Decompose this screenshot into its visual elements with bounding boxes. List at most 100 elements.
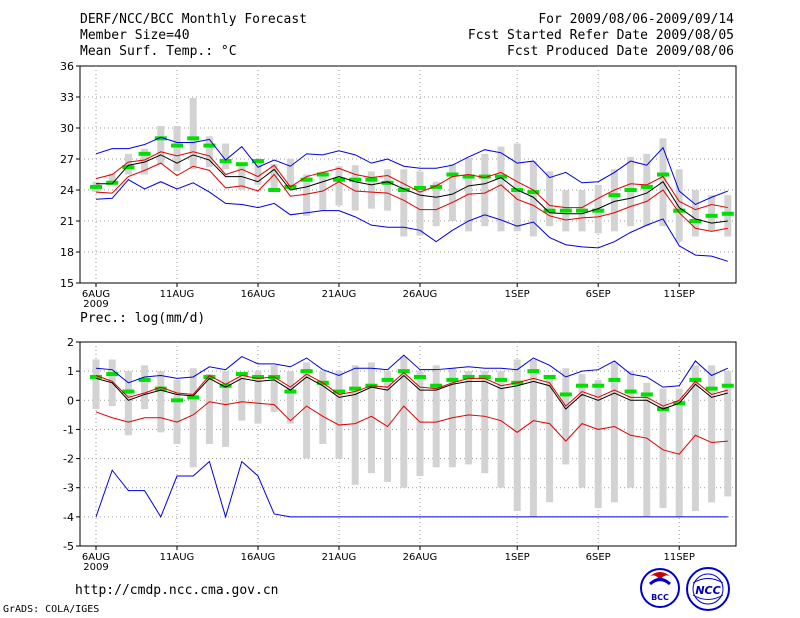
mean-marker bbox=[527, 369, 540, 374]
mean-marker bbox=[381, 180, 394, 185]
x-tick-label: 11SEP bbox=[663, 552, 694, 563]
y-tick-label: 1 bbox=[67, 365, 74, 378]
ensemble-box bbox=[92, 359, 100, 410]
x-tick-label: 21AUG bbox=[322, 289, 357, 300]
ensemble-box bbox=[303, 174, 311, 216]
mean-marker bbox=[559, 208, 572, 213]
mean-marker bbox=[365, 177, 378, 182]
y-tick-label: -2 bbox=[63, 453, 74, 466]
mean-marker bbox=[235, 162, 248, 167]
y-tick-label: 18 bbox=[60, 246, 74, 259]
ensemble-box bbox=[108, 173, 116, 185]
mean-marker bbox=[430, 383, 443, 388]
x-tick-label: 6SEP bbox=[586, 552, 611, 563]
mean-marker bbox=[106, 180, 119, 185]
mean-marker bbox=[397, 369, 410, 374]
mean-marker bbox=[527, 190, 540, 195]
ensemble-box bbox=[610, 362, 618, 503]
y-tick-label: 30 bbox=[60, 122, 74, 135]
mean-marker bbox=[657, 172, 669, 177]
ensemble-box bbox=[724, 371, 732, 497]
mean-marker bbox=[268, 188, 281, 192]
ensemble-box bbox=[675, 388, 683, 517]
x-tick-label: 26AUG bbox=[403, 552, 438, 563]
upper-outer-line bbox=[95, 136, 728, 206]
mean-marker bbox=[414, 374, 426, 379]
mean-marker bbox=[689, 377, 702, 382]
ensemble-box bbox=[205, 136, 213, 168]
ensemble-box bbox=[319, 371, 327, 444]
mean-marker bbox=[300, 177, 313, 182]
ensemble-box bbox=[724, 195, 732, 237]
lower-inner-line bbox=[95, 162, 728, 232]
ensemble-box bbox=[222, 371, 230, 447]
ensemble-box bbox=[481, 153, 489, 227]
mean-marker bbox=[543, 208, 556, 213]
mean-marker bbox=[721, 383, 734, 388]
forecast-title: DERF/NCC/BCC Monthly Forecast bbox=[80, 12, 307, 27]
mean-marker bbox=[316, 172, 329, 177]
ensemble-box bbox=[400, 356, 408, 488]
upper-outer-line bbox=[95, 354, 729, 388]
ncc-logo: NCC bbox=[686, 567, 730, 611]
ensemble-box bbox=[124, 371, 132, 436]
ensemble-box bbox=[351, 365, 359, 485]
mean-marker bbox=[624, 188, 637, 192]
lower-inner-line bbox=[95, 401, 728, 455]
mean-marker bbox=[640, 184, 653, 189]
mean-marker bbox=[122, 389, 135, 394]
mean-marker bbox=[252, 159, 264, 164]
ensemble-box bbox=[189, 98, 197, 170]
y-tick-label: 33 bbox=[60, 91, 74, 104]
header-left: DERF/NCC/BCC Monthly Forecast Member Siz… bbox=[80, 12, 307, 60]
ensemble-box bbox=[254, 371, 262, 424]
ensemble-box bbox=[157, 125, 165, 165]
mean-marker bbox=[446, 377, 459, 382]
ensemble-box bbox=[497, 371, 505, 488]
precip-title: Prec.: log(mm/d) bbox=[80, 311, 205, 326]
ensemble-box bbox=[691, 190, 699, 237]
x-tick-label: 16AUG bbox=[241, 552, 276, 563]
mean-marker bbox=[187, 395, 200, 400]
mean-marker bbox=[154, 386, 167, 391]
ensemble-box bbox=[578, 374, 586, 488]
ensemble-box bbox=[367, 362, 375, 474]
upper-inner-line bbox=[95, 151, 728, 211]
x-tick-label: 1SEP bbox=[505, 289, 530, 300]
ensemble-box bbox=[205, 374, 213, 444]
ensemble-box bbox=[594, 379, 602, 509]
ensemble-box bbox=[173, 125, 181, 172]
x-tick-label: 6SEP bbox=[586, 289, 611, 300]
ensemble-box bbox=[303, 362, 311, 459]
mean-marker bbox=[397, 188, 410, 192]
y-tick-label: 24 bbox=[60, 184, 74, 197]
ensemble-box bbox=[141, 365, 149, 410]
mean-marker bbox=[106, 372, 119, 377]
mean-marker bbox=[640, 392, 653, 397]
mean-marker bbox=[543, 374, 556, 379]
x-tick-year: 2009 bbox=[83, 299, 108, 310]
ensemble-box bbox=[432, 365, 440, 468]
forecast-produced-date: Fcst Produced Date 2009/08/06 bbox=[507, 44, 734, 59]
ensemble-box bbox=[546, 171, 554, 227]
mean-marker bbox=[689, 219, 702, 223]
y-tick-label: -5 bbox=[63, 540, 74, 553]
ensemble-box bbox=[416, 371, 424, 477]
x-tick-label: 16AUG bbox=[241, 289, 276, 300]
ensemble-box bbox=[465, 371, 473, 465]
ensemble-box bbox=[529, 359, 537, 517]
mean-marker bbox=[721, 211, 734, 216]
mean-marker bbox=[349, 177, 362, 182]
x-tick-label: 11AUG bbox=[160, 289, 195, 300]
mean-marker bbox=[478, 174, 491, 179]
ensemble-box bbox=[384, 169, 392, 211]
mean-marker bbox=[171, 398, 183, 403]
ensemble-box bbox=[708, 365, 716, 503]
mean-marker bbox=[235, 372, 248, 377]
y-tick-label: -4 bbox=[63, 511, 74, 524]
mean-marker bbox=[300, 369, 313, 374]
ensemble-box bbox=[643, 382, 651, 517]
plot-frame bbox=[79, 65, 737, 284]
ensemble-box bbox=[513, 143, 521, 232]
